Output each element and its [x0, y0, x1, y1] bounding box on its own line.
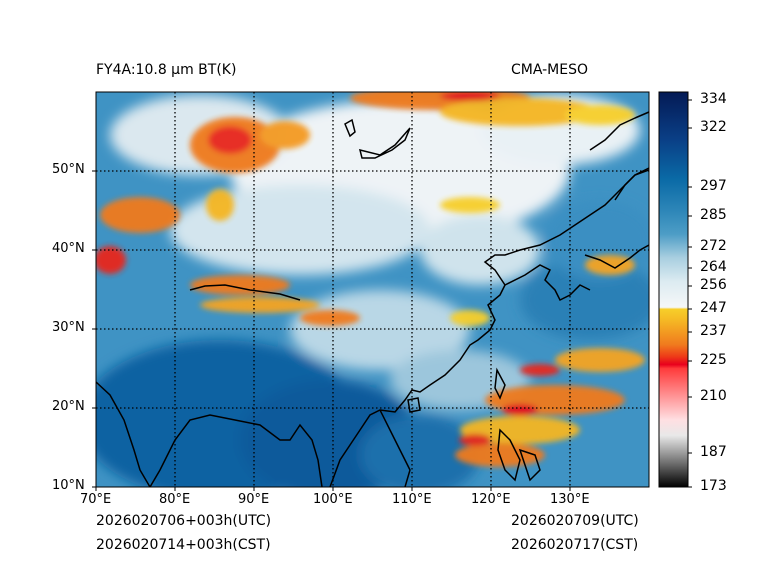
lat-tick-label: 50°N [52, 162, 85, 177]
lon-tick-label: 80°E [159, 492, 191, 507]
colorbar-frame [658, 91, 689, 488]
lon-tick-label: 110°E [392, 492, 432, 507]
lon-tick-label: 90°E [238, 492, 270, 507]
colorbar-tick-label: 210 [700, 388, 727, 404]
lat-tick-label: 40°N [52, 241, 85, 256]
colorbar-tick-label: 272 [700, 238, 727, 254]
lat-tick-label: 30°N [52, 320, 85, 335]
colorbar-tick-label: 247 [700, 300, 727, 316]
init-time-utc: 2026020706+003h(UTC) [96, 513, 272, 529]
lat-tick-label: 10°N [52, 478, 85, 493]
colorbar-tick-label: 173 [700, 478, 727, 494]
init-time-cst: 2026020714+003h(CST) [96, 537, 271, 553]
model-name: CMA-MESO [511, 62, 589, 78]
lon-tick-label: 70°E [80, 492, 112, 507]
colorbar-tick-label: 187 [700, 444, 727, 460]
colorbar-tick-label: 334 [700, 91, 727, 107]
valid-time-utc: 2026020709(UTC) [511, 513, 639, 529]
colorbar-tick-label: 225 [700, 352, 727, 368]
colorbar-tick-label: 237 [700, 323, 727, 339]
lon-tick-label: 130°E [550, 492, 590, 507]
colorbar-tick-label: 322 [700, 119, 727, 135]
lat-tick-label: 20°N [52, 399, 85, 414]
colorbar-ticks [688, 99, 692, 488]
valid-time-cst: 2026020717(CST) [511, 537, 639, 553]
map-frame [95, 91, 650, 488]
colorbar-tick-label: 285 [700, 207, 727, 223]
colorbar-tick-label: 297 [700, 178, 727, 194]
colorbar [659, 92, 688, 487]
colorbar-tick-label: 264 [700, 259, 727, 275]
graticule [96, 92, 649, 487]
map-title: FY4A:10.8 µm BT(K) [96, 62, 237, 78]
lon-tick-label: 120°E [471, 492, 511, 507]
lon-tick-label: 100°E [313, 492, 353, 507]
colorbar-tick-label: 256 [700, 277, 727, 293]
